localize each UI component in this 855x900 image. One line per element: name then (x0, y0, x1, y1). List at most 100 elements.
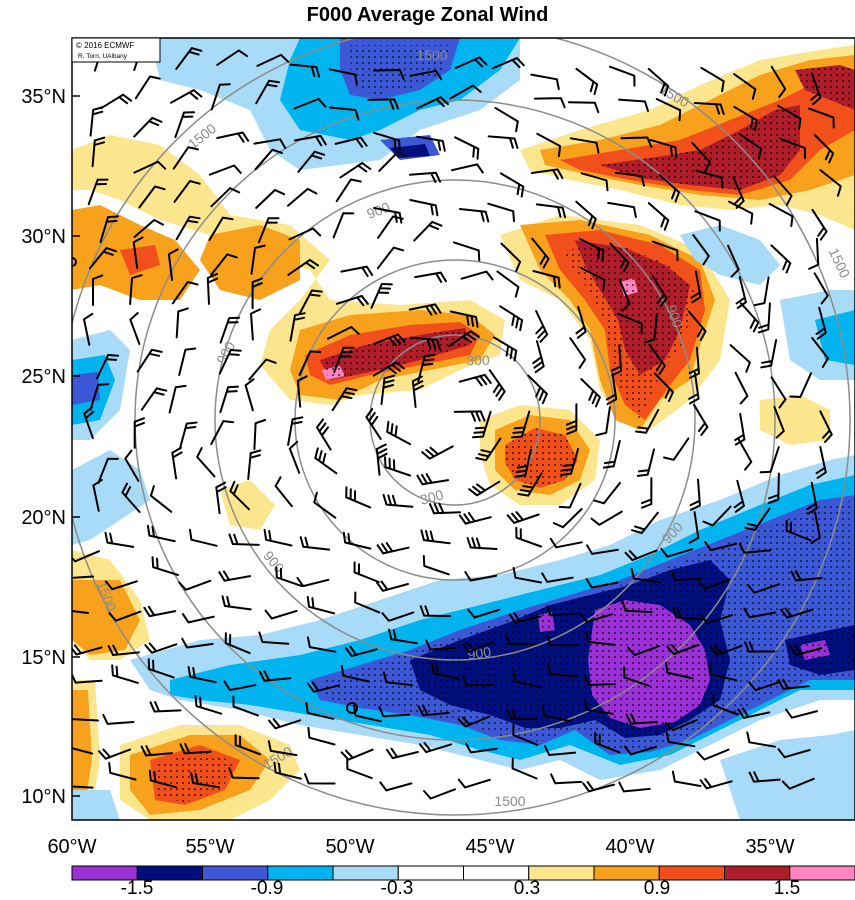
wind-barb (132, 236, 144, 270)
wind-barb (535, 310, 549, 343)
lon-label: 55°W (185, 836, 234, 858)
wind-barb (699, 778, 733, 790)
wind-barb (781, 777, 815, 790)
wind-barb (210, 83, 231, 111)
wind-barb (549, 537, 583, 549)
wind-barb (72, 715, 99, 722)
significance-stippling (155, 45, 855, 802)
wind-barb (104, 580, 138, 591)
wind-barb (466, 537, 498, 550)
wind-barb (234, 734, 262, 756)
wind-barb (472, 410, 492, 439)
wind-barb (258, 670, 292, 682)
wind-barb (704, 541, 738, 552)
lat-label: 30°N (21, 226, 66, 248)
wind-barb (808, 237, 820, 270)
credit-line: © 2016 ECMWF (76, 41, 134, 50)
wind-barb (335, 178, 362, 203)
wind-barb (102, 713, 135, 725)
wind-barb (623, 745, 657, 756)
wind-barb (288, 440, 301, 474)
wind-barb (508, 612, 542, 624)
wind-barb (298, 289, 323, 315)
wind-barb (168, 384, 187, 414)
wind-barb (380, 374, 396, 406)
wind-barb (124, 449, 140, 482)
wind-barb (693, 403, 709, 436)
wind-barb (250, 244, 266, 275)
yellow-region (760, 395, 830, 445)
wind-barb (181, 613, 215, 624)
lon-label: 45°W (465, 836, 514, 858)
wind-barb (655, 98, 682, 122)
wind-barb (808, 107, 835, 129)
wind-barb (602, 440, 621, 469)
wind-barb (423, 788, 456, 800)
wind-barb (413, 220, 443, 242)
wind-barb (151, 556, 179, 576)
wind-barb (345, 486, 372, 509)
colorbar (71, 865, 855, 881)
wind-barb (630, 567, 661, 584)
colorbar-swatch (789, 865, 855, 881)
wind-barb (340, 664, 370, 683)
wind-barb (580, 267, 606, 291)
wind-barb (552, 508, 583, 529)
lat-label: 15°N (21, 647, 66, 669)
wind-barb (189, 528, 218, 547)
wind-barb (773, 175, 793, 206)
wind-barb (419, 605, 452, 617)
wind-barb (737, 438, 753, 471)
wind-barb (658, 173, 680, 203)
wind-barb (777, 748, 811, 759)
wind-barb (98, 748, 132, 760)
wind-barb (254, 148, 283, 171)
wind-barb (147, 658, 175, 679)
wind-barb (694, 210, 721, 232)
contour-label: 300 (466, 352, 490, 368)
wind-barb (688, 511, 700, 544)
wind-barb (388, 628, 418, 645)
wind-barb (760, 339, 778, 369)
wind-barb (506, 708, 539, 721)
wind-barb (618, 278, 631, 312)
wind-barb (515, 526, 542, 548)
colorbar-labels: -1.5 -0.9 -0.3 0.3 0.9 1.5 (121, 878, 801, 899)
wind-barb (499, 172, 525, 198)
wind-barb (417, 353, 436, 383)
wind-barb (386, 420, 412, 446)
wind-barb (585, 578, 619, 589)
wind-barb (335, 295, 369, 307)
wind-barb (99, 215, 119, 244)
wind-barb (810, 72, 822, 106)
wind-barb (450, 163, 484, 174)
wind-barb (614, 171, 645, 187)
wind-barb (770, 65, 787, 98)
lat-label: 35°N (21, 86, 66, 108)
wind-barb (531, 237, 550, 269)
wind-barb (492, 336, 518, 362)
wind-barb (328, 68, 358, 86)
wind-barb (737, 707, 771, 719)
wind-barb (767, 472, 780, 504)
orange-region (200, 225, 300, 300)
wind-barb (569, 337, 587, 369)
wind-barb (382, 671, 414, 687)
wind-barb (100, 93, 133, 110)
wind-barb (504, 633, 537, 645)
wind-barb (608, 65, 636, 87)
colorbar-label: 0.3 (514, 878, 540, 899)
height-contours (72, 38, 851, 816)
wind-barb (264, 609, 298, 620)
wind-barb (665, 661, 694, 680)
wind-barb (244, 378, 255, 412)
wind-barb (72, 743, 94, 755)
wind-barb (560, 447, 580, 476)
wind-barb (376, 246, 405, 270)
wind-barb (747, 583, 780, 594)
wind-barb (255, 79, 280, 105)
wind-barb (140, 745, 173, 757)
wind-barb (408, 303, 442, 316)
map-frame (71, 37, 855, 821)
wind-barb (92, 274, 104, 306)
